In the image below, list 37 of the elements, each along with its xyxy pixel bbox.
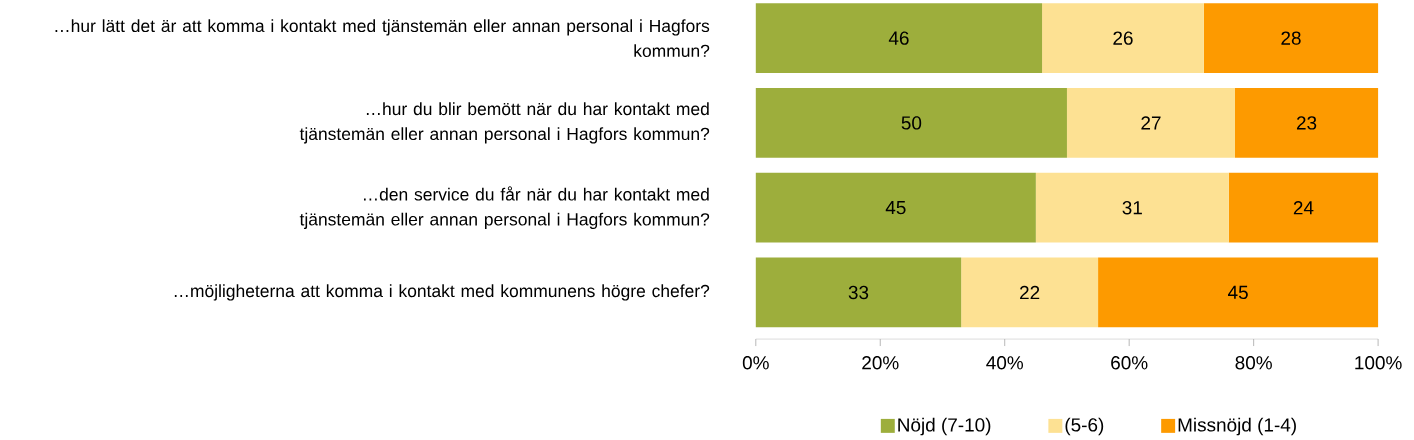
data-label: 33 bbox=[848, 285, 869, 300]
bar bbox=[1035, 172, 1229, 243]
bar bbox=[755, 172, 1036, 243]
data-label: 26 bbox=[1113, 31, 1133, 45]
data-label: 45 bbox=[885, 201, 906, 215]
data-label: 46 bbox=[888, 31, 909, 45]
x-tick-label: 100% bbox=[1355, 356, 1402, 370]
bar bbox=[1042, 3, 1204, 74]
bar bbox=[1098, 257, 1379, 328]
bar bbox=[1234, 88, 1379, 158]
legend-label: Nöjd (7-10) bbox=[898, 417, 991, 436]
legend-label: Missnöjd (1-4) bbox=[1178, 417, 1296, 436]
y-tick-label: …hur lätt det är att komma i kontakt med tjänstemän eller annan personal i Hagfors kommun? bbox=[55, 19, 710, 58]
bar bbox=[755, 257, 962, 328]
bar bbox=[755, 88, 1067, 158]
x-tick-label: 60% bbox=[1111, 356, 1148, 370]
data-label: 28 bbox=[1281, 31, 1301, 45]
x-tick-label: 40% bbox=[986, 356, 1023, 370]
bar bbox=[1066, 88, 1235, 158]
bar bbox=[1228, 172, 1379, 243]
y-tick-label: …hur du blir bemött när du har kontakt med tjänstemän eller annan personal i Hagfors kommun? bbox=[299, 102, 710, 144]
bar bbox=[755, 3, 1043, 74]
data-label: 27 bbox=[1141, 116, 1161, 130]
bar bbox=[961, 257, 1099, 328]
data-label: 23 bbox=[1296, 116, 1317, 130]
y-tick-label: …den service du får när du har kontakt med tjänstemän eller annan personal i Hagfors kommun? bbox=[299, 186, 710, 230]
x-tick-label: 20% bbox=[862, 356, 899, 370]
data-label: 50 bbox=[901, 116, 922, 130]
y-tick-label: …möjligheterna att komma i kontakt med kommunens högre chefer? bbox=[174, 284, 710, 301]
x-tick-label: 0% bbox=[742, 356, 769, 370]
legend-label: (5-6) bbox=[1065, 417, 1104, 436]
data-label: 22 bbox=[1020, 285, 1040, 300]
data-label: 31 bbox=[1122, 201, 1142, 215]
data-label: 24 bbox=[1293, 201, 1314, 215]
data-label: 45 bbox=[1228, 285, 1248, 300]
x-tick-label: 80% bbox=[1235, 356, 1272, 370]
bar bbox=[1203, 3, 1379, 74]
